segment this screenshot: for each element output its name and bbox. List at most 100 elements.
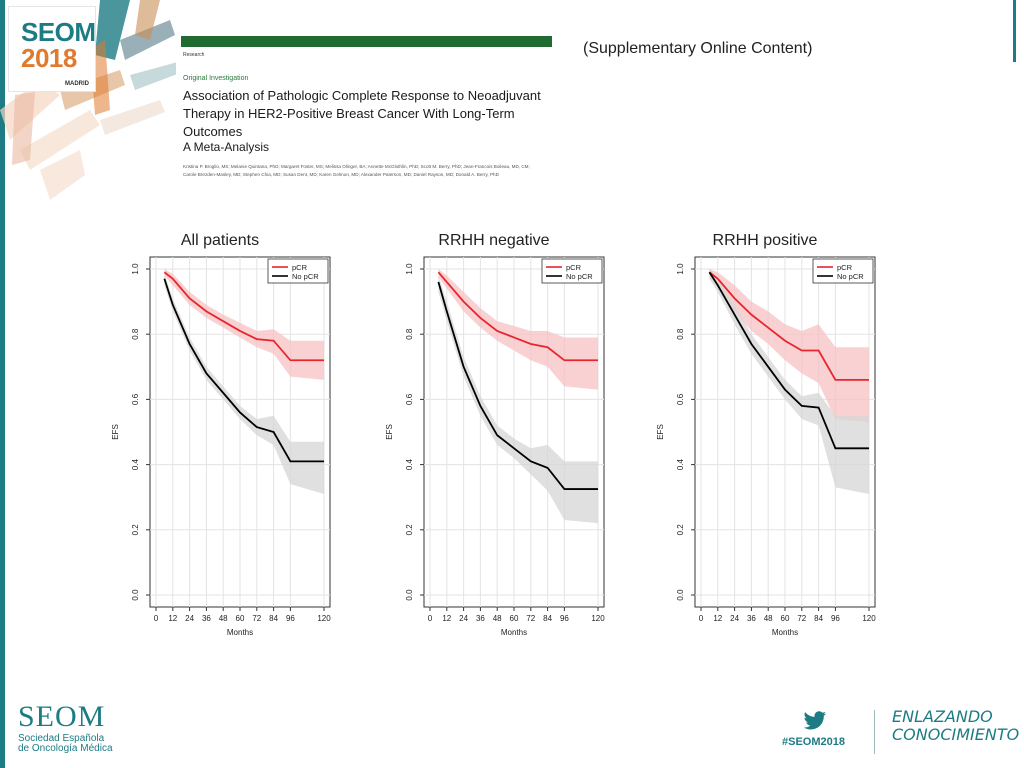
legend-box [267, 258, 329, 284]
x-tick-label: 120 [591, 614, 605, 623]
x-tick-label: 72 [797, 614, 806, 623]
series-line [163, 278, 324, 463]
series-line [437, 271, 598, 362]
x-tick-label: 24 [459, 614, 468, 623]
x-axis-label: Months [227, 628, 253, 637]
logo-seom-text: SEOM [21, 17, 96, 47]
x-tick-label: 60 [781, 614, 790, 623]
confidence-band [438, 275, 598, 524]
series-line [708, 271, 869, 381]
slogan-line-1: ENLAZANDO [892, 707, 993, 726]
y-tick-label: 0.8 [131, 328, 140, 340]
confidence-band [709, 269, 869, 494]
logo-year-text: 2018 [21, 43, 77, 73]
km-chart-all: 0 12 24 36 48 60 72 84 96 120 0.0 0.2 0.4 0.6 0.8 1.0 Mo… [111, 256, 331, 637]
x-tick-label: 0 [428, 614, 433, 623]
y-tick-label: 0.2 [405, 524, 414, 536]
y-tick-label: 1.0 [405, 263, 414, 275]
y-tick-label: 0.6 [676, 393, 685, 405]
right-accent-rule [1013, 0, 1016, 62]
series-line [437, 281, 598, 490]
y-tick-label: 0.2 [676, 524, 685, 536]
y-tick-label: 0.8 [405, 328, 414, 340]
x-tick-label: 36 [202, 614, 211, 623]
km-chart-rrhh-positive: 0 12 24 36 48 60 72 84 96 120 0.0 0.2 0.4 0.6 0.8 1.0 Mo… [656, 256, 876, 637]
y-tick-label: 0.4 [676, 458, 685, 470]
x-tick-label: 60 [510, 614, 519, 623]
confidence-band [438, 269, 598, 390]
x-axis-label: Months [772, 628, 798, 637]
logo-city-text: MADRID [65, 81, 89, 87]
x-tick-label: 96 [560, 614, 569, 623]
x-tick-label: 96 [286, 614, 295, 623]
x-tick-label: 60 [236, 614, 245, 623]
y-tick-label: 0.4 [405, 458, 414, 470]
confidence-band [709, 269, 869, 423]
paper-subtitle: A Meta-Analysis [183, 140, 270, 154]
y-tick-label: 0.0 [405, 589, 414, 601]
paper-title: Association of Pathologic Complete Respo… [183, 88, 541, 139]
y-tick-label: 0.6 [131, 393, 140, 405]
legend-label: pCR [837, 263, 853, 272]
x-tick-label: 48 [219, 614, 228, 623]
x-tick-label: 84 [269, 614, 278, 623]
x-tick-label: 48 [764, 614, 773, 623]
paper-authors: Kristina P. Broglio, MS; Melanie Quintan… [183, 164, 530, 177]
x-tick-label: 12 [442, 614, 451, 623]
footer-separator [874, 710, 875, 754]
y-axis-label: EFS [111, 424, 120, 440]
chart-title: RRHH negative [438, 232, 550, 249]
paper-research-label: Research [183, 52, 205, 58]
legend-label: No pCR [566, 272, 593, 281]
y-tick-label: 0.2 [131, 524, 140, 536]
series-line [163, 271, 324, 362]
x-tick-label: 84 [543, 614, 552, 623]
paper-excerpt: Research Original Investigation Associat… [176, 34, 556, 194]
legend-box [812, 258, 874, 284]
journal-header-bar [181, 36, 552, 47]
x-tick-label: 36 [747, 614, 756, 623]
series-line [708, 271, 869, 450]
y-tick-label: 0.6 [405, 393, 414, 405]
y-tick-label: 1.0 [676, 263, 685, 275]
x-tick-label: 96 [831, 614, 840, 623]
x-tick-label: 0 [699, 614, 704, 623]
seom-2018-logo: SEOM 2018 MADRID [8, 6, 96, 92]
x-tick-label: 24 [185, 614, 194, 623]
y-tick-label: 1.0 [131, 263, 140, 275]
y-axis-label: EFS [656, 424, 665, 440]
x-tick-label: 84 [814, 614, 823, 623]
x-tick-label: 48 [493, 614, 502, 623]
decorative-ribbons [0, 0, 188, 200]
footer-slogan: ENLAZANDO CONOCIMIENTO [892, 708, 1019, 744]
legend-label: pCR [566, 263, 582, 272]
legend-label: No pCR [837, 272, 864, 281]
x-tick-label: 36 [476, 614, 485, 623]
km-chart-rrhh-negative: 0 12 24 36 48 60 72 84 96 120 0.0 0.2 0.4 0.6 0.8 1.0 Mo… [385, 256, 605, 637]
footer-hashtag[interactable]: #SEOM2018 [782, 736, 845, 748]
y-axis-label: EFS [385, 424, 394, 440]
confidence-band [164, 273, 324, 494]
paper-kicker: Original Investigation [183, 75, 249, 82]
slogan-line-2: CONOCIMIENTO [892, 725, 1020, 744]
legend-label: No pCR [292, 272, 319, 281]
footer-society-name: Sociedad Española de Oncología Médica [18, 734, 113, 754]
chart-panel-all: All patients 0 12 24 36 48 60 72 84 96 120 0.0 0.2 0… [105, 225, 335, 645]
chart-title: All patients [180, 232, 260, 249]
x-tick-label: 72 [526, 614, 535, 623]
legend-box [541, 258, 603, 284]
x-axis-label: Months [501, 628, 527, 637]
x-tick-label: 120 [862, 614, 876, 623]
y-tick-label: 0.0 [131, 589, 140, 601]
supplementary-note: (Supplementary Online Content) [583, 40, 813, 57]
x-tick-label: 0 [154, 614, 159, 623]
x-tick-label: 120 [317, 614, 331, 623]
legend-label: pCR [292, 263, 308, 272]
chart-panel-rrhh-negative: RRHH negative 0 12 24 36 48 60 72 84 96 120 0.0 0.2… [379, 225, 609, 645]
society-line-2: de Oncología Médica [18, 743, 113, 754]
footer-seom-logo: SEOM [18, 700, 106, 733]
twitter-bird-icon[interactable] [803, 710, 827, 732]
x-tick-label: 12 [168, 614, 177, 623]
y-tick-label: 0.0 [676, 589, 685, 601]
y-tick-label: 0.4 [131, 458, 140, 470]
